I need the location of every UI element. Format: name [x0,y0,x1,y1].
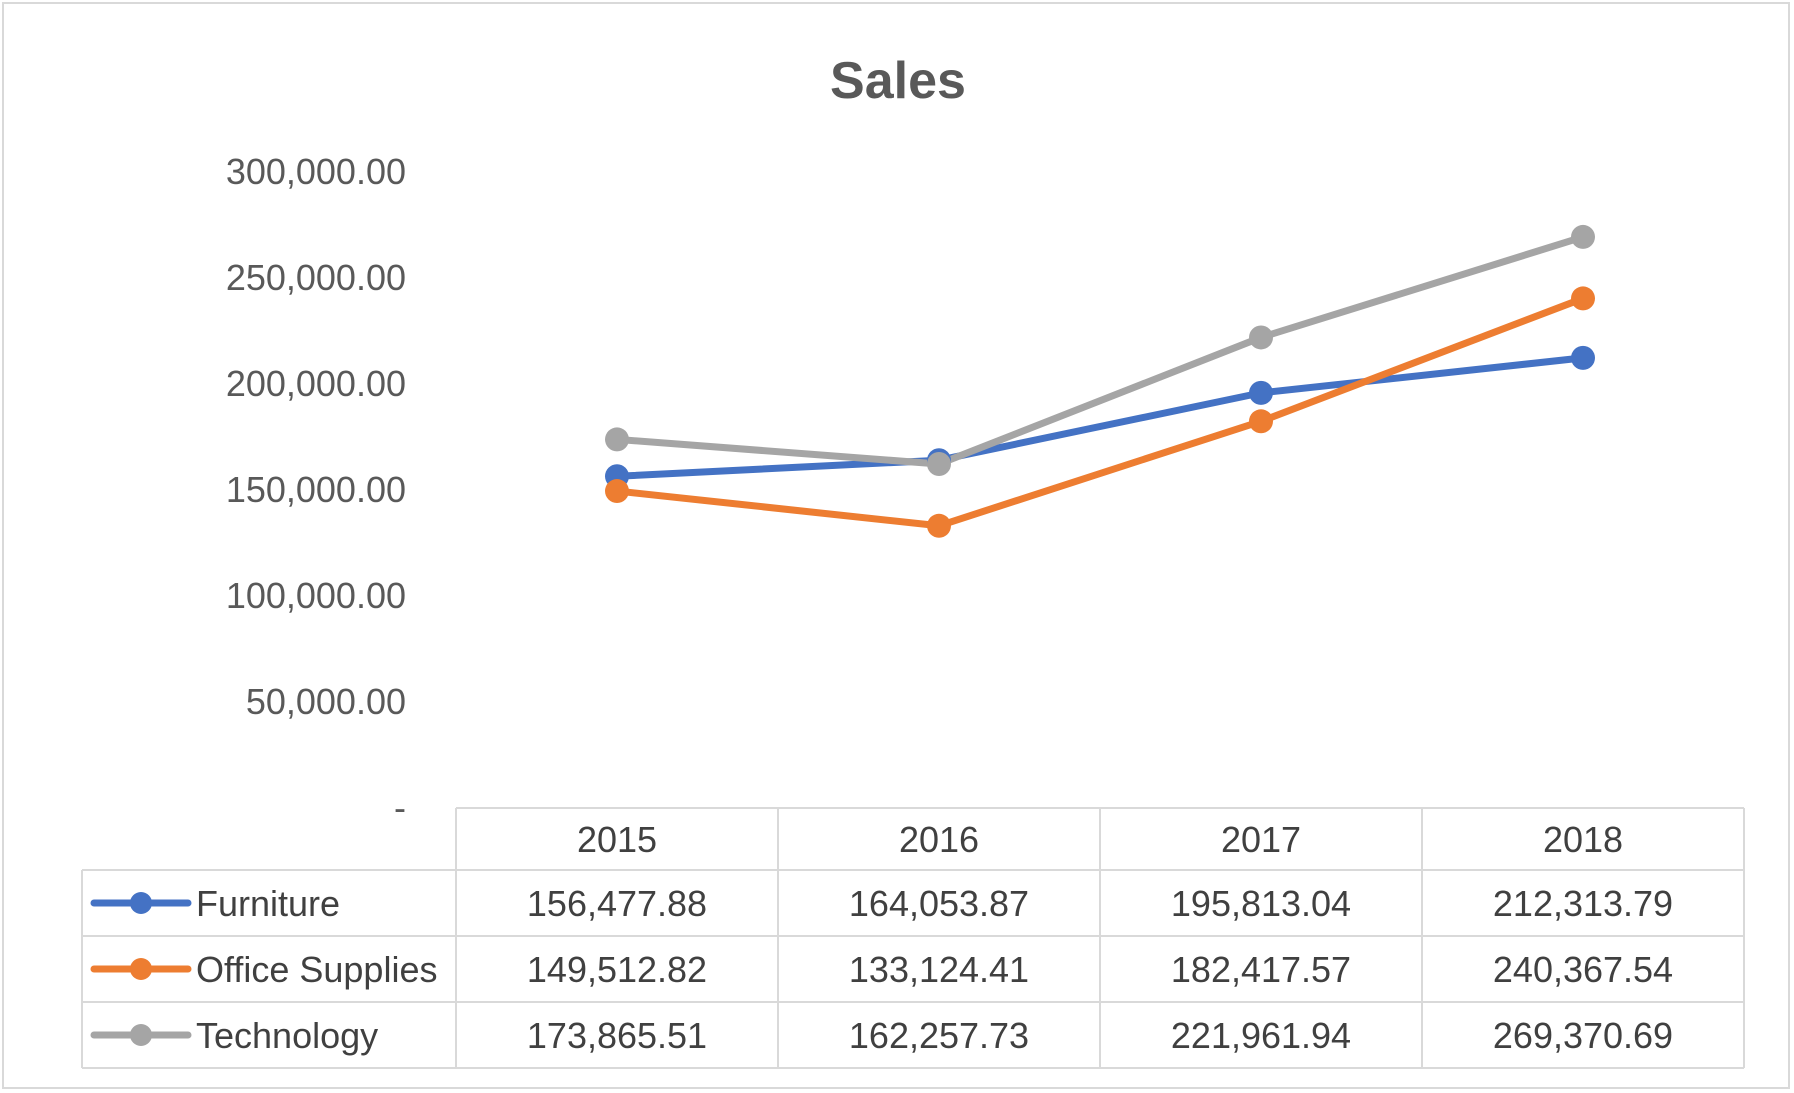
x-tick-label: 2015 [577,819,657,860]
data-table-value: 173,865.51 [527,1015,707,1056]
y-tick-label: - [394,787,406,828]
y-tick-label: 250,000.00 [226,257,406,298]
series-line-technology [613,233,1587,468]
data-point-technology [605,427,629,452]
data-table-value: 212,313.79 [1493,883,1673,924]
legend-label: Office Supplies [196,949,437,990]
data-point-technology [927,452,951,477]
data-point-office-supplies [927,513,951,538]
legend-marker [130,892,152,914]
series-lines [613,233,1587,530]
data-point-technology [1571,224,1595,249]
y-tick-label: 100,000.00 [226,575,406,616]
data-table-value: 221,961.94 [1171,1015,1351,1056]
y-tick-label: 150,000.00 [226,469,406,510]
y-tick-label: 200,000.00 [226,363,406,404]
legend-key-technology [90,1024,192,1046]
x-tick-label: 2016 [899,819,979,860]
data-table-value: 195,813.04 [1171,883,1351,924]
data-table-value: 182,417.57 [1171,949,1351,990]
data-point-technology [1249,325,1273,350]
sales-line-chart: Sales - 50,000.00 100,000.00 150,000.00 200,… [81,52,1745,1069]
y-tick-label: 50,000.00 [246,681,406,722]
chart-title: Sales [830,52,966,110]
y-tick-label: 300,000.00 [226,151,406,192]
series-points [605,224,1595,538]
data-table-value: 133,124.41 [849,949,1029,990]
data-point-office-supplies [1571,286,1595,311]
legend-key-office-supplies [90,958,192,980]
data-point-furniture [1249,380,1273,405]
series-line-furniture [613,354,1587,480]
series-line-office-supplies [613,294,1587,530]
data-point-office-supplies [605,479,629,504]
data-point-office-supplies [1249,409,1273,434]
data-table-value: 162,257.73 [849,1015,1029,1056]
legend-label: Furniture [196,883,340,924]
legend-marker [130,958,152,980]
x-tick-label: 2017 [1221,819,1301,860]
data-point-furniture [1571,345,1595,370]
data-table-value: 149,512.82 [527,949,707,990]
x-tick-label: 2018 [1543,819,1623,860]
data-table: 2015 2016 2017 2018 Furniture 156,477.88 164,0… [81,807,1745,1069]
data-table-value: 156,477.88 [527,883,707,924]
legend-key-furniture [90,892,192,914]
legend-label: Technology [196,1015,378,1056]
data-table-value: 240,367.54 [1493,949,1673,990]
legend-marker [130,1024,152,1046]
y-axis: - 50,000.00 100,000.00 150,000.00 200,000.00… [226,151,406,828]
data-table-value: 269,370.69 [1493,1015,1673,1056]
data-table-value: 164,053.87 [849,883,1029,924]
